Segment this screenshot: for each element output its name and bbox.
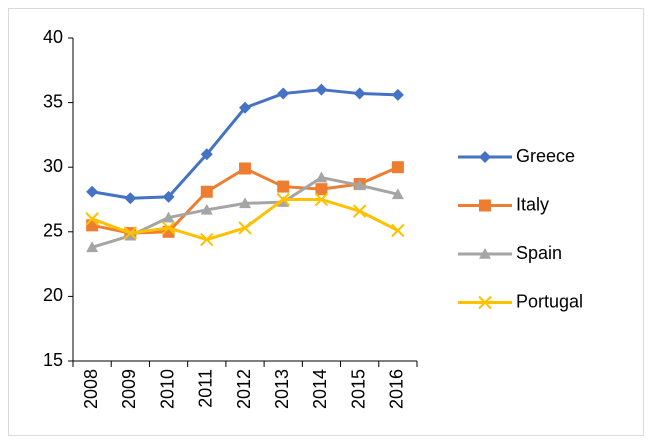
x-tick-label: 2012 (234, 369, 254, 409)
x-tick-label: 2014 (310, 369, 330, 409)
y-tick-label: 30 (43, 156, 63, 176)
point (239, 197, 251, 209)
y-tick-label: 20 (43, 285, 63, 305)
point (315, 171, 328, 183)
point (200, 232, 214, 247)
point (352, 204, 367, 218)
y-tick-label: 25 (43, 221, 63, 241)
point (391, 161, 404, 174)
y-tick-label: 15 (43, 350, 63, 370)
legend-entry: Greece (458, 146, 575, 166)
legend-label: Greece (516, 146, 575, 166)
point (124, 192, 137, 205)
point (200, 148, 213, 161)
point (200, 185, 213, 198)
point (239, 101, 251, 114)
point (238, 221, 252, 235)
legend-entry: Italy (458, 194, 549, 214)
point (277, 196, 290, 207)
point (391, 188, 404, 200)
x-tick-label: 2016 (387, 369, 407, 409)
chart-border (8, 8, 644, 436)
legend-marker (478, 295, 492, 310)
point (315, 183, 328, 196)
point (391, 223, 405, 238)
legend-entry: Portugal (458, 291, 583, 311)
x-tick-label: 2013 (272, 369, 292, 409)
point (391, 88, 404, 101)
y-tick-label: 35 (43, 91, 63, 111)
point (314, 192, 329, 207)
legend-label: Portugal (516, 291, 583, 311)
legend-entry: Spain (458, 243, 562, 263)
point (123, 226, 138, 240)
point (161, 221, 176, 235)
point (353, 87, 366, 100)
legend-marker (479, 248, 491, 259)
legend-marker (479, 199, 491, 212)
y-tick-label: 40 (43, 27, 63, 47)
point (276, 192, 290, 207)
point (124, 229, 137, 241)
point (315, 83, 328, 96)
legend-label: Spain (516, 243, 562, 263)
point (86, 241, 99, 253)
point (86, 185, 99, 198)
x-tick-label: 2008 (81, 369, 101, 409)
point (277, 180, 290, 193)
point (162, 211, 175, 223)
x-tick-label: 2011 (196, 369, 216, 408)
legend-marker (479, 151, 491, 163)
point (277, 87, 290, 100)
x-tick-label: 2010 (157, 369, 177, 409)
point (85, 212, 99, 226)
point (353, 179, 366, 191)
point (239, 162, 251, 175)
x-tick-label: 2015 (348, 369, 368, 409)
point (162, 190, 175, 203)
x-tick-label: 2009 (119, 369, 139, 409)
legend-label: Italy (516, 194, 549, 214)
point (200, 203, 213, 215)
